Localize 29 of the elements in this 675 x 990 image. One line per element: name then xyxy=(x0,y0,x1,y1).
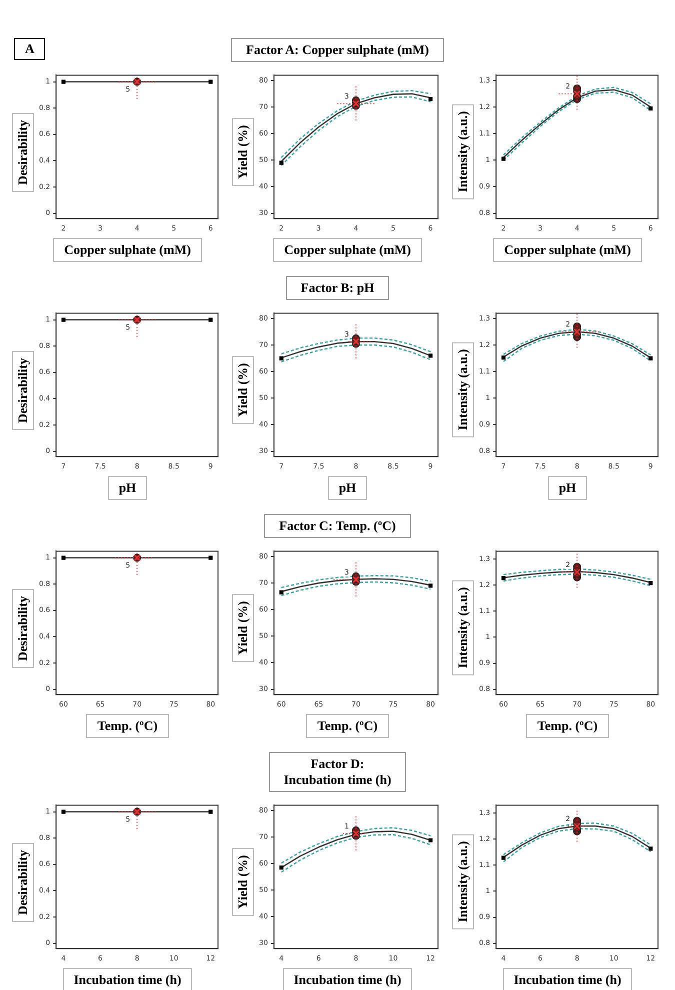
text: A xyxy=(14,38,46,60)
y-axis-title: Yield (%) xyxy=(232,594,254,662)
y-axis-title: Yield (%) xyxy=(232,356,254,424)
y-axis-title: Desirability xyxy=(12,842,34,922)
y-axis-title: Desirability xyxy=(12,350,34,430)
x-axis-title: Incubation time (h) xyxy=(282,968,412,990)
x-axis-title: pH xyxy=(108,476,148,500)
x-axis-title: Incubation time (h) xyxy=(62,968,192,990)
x-axis-title: Copper sulphate (mM) xyxy=(273,238,422,262)
y-axis-title: Yield (%) xyxy=(232,848,254,916)
x-axis-title: Incubation time (h) xyxy=(502,968,632,990)
y-axis-title: Desirability xyxy=(12,112,34,192)
y-axis-title: Intensity (a.u.) xyxy=(452,834,474,930)
x-axis-title: Copper sulphate (mM) xyxy=(53,238,202,262)
y-axis-title: Intensity (a.u.) xyxy=(452,104,474,200)
chart-title: Factor D: Incubation time (h) xyxy=(268,752,406,792)
y-axis-title: Intensity (a.u.) xyxy=(452,580,474,676)
chart-title: Factor B: pH xyxy=(286,276,390,300)
x-axis-title: Copper sulphate (mM) xyxy=(493,238,642,262)
chart-title: Factor A: Copper sulphate (mM) xyxy=(231,38,444,62)
x-axis-title: Temp. (ºC) xyxy=(526,714,609,738)
x-axis-title: pH xyxy=(328,476,368,500)
y-axis-title: Intensity (a.u.) xyxy=(452,342,474,438)
x-axis-title: pH xyxy=(548,476,588,500)
chart-title: Factor C: Temp. (ºC) xyxy=(264,514,411,538)
y-axis-title: Desirability xyxy=(12,588,34,668)
x-axis-title: Temp. (ºC) xyxy=(306,714,389,738)
x-axis-title: Temp. (ºC) xyxy=(86,714,169,738)
y-axis-title: Yield (%) xyxy=(232,118,254,186)
